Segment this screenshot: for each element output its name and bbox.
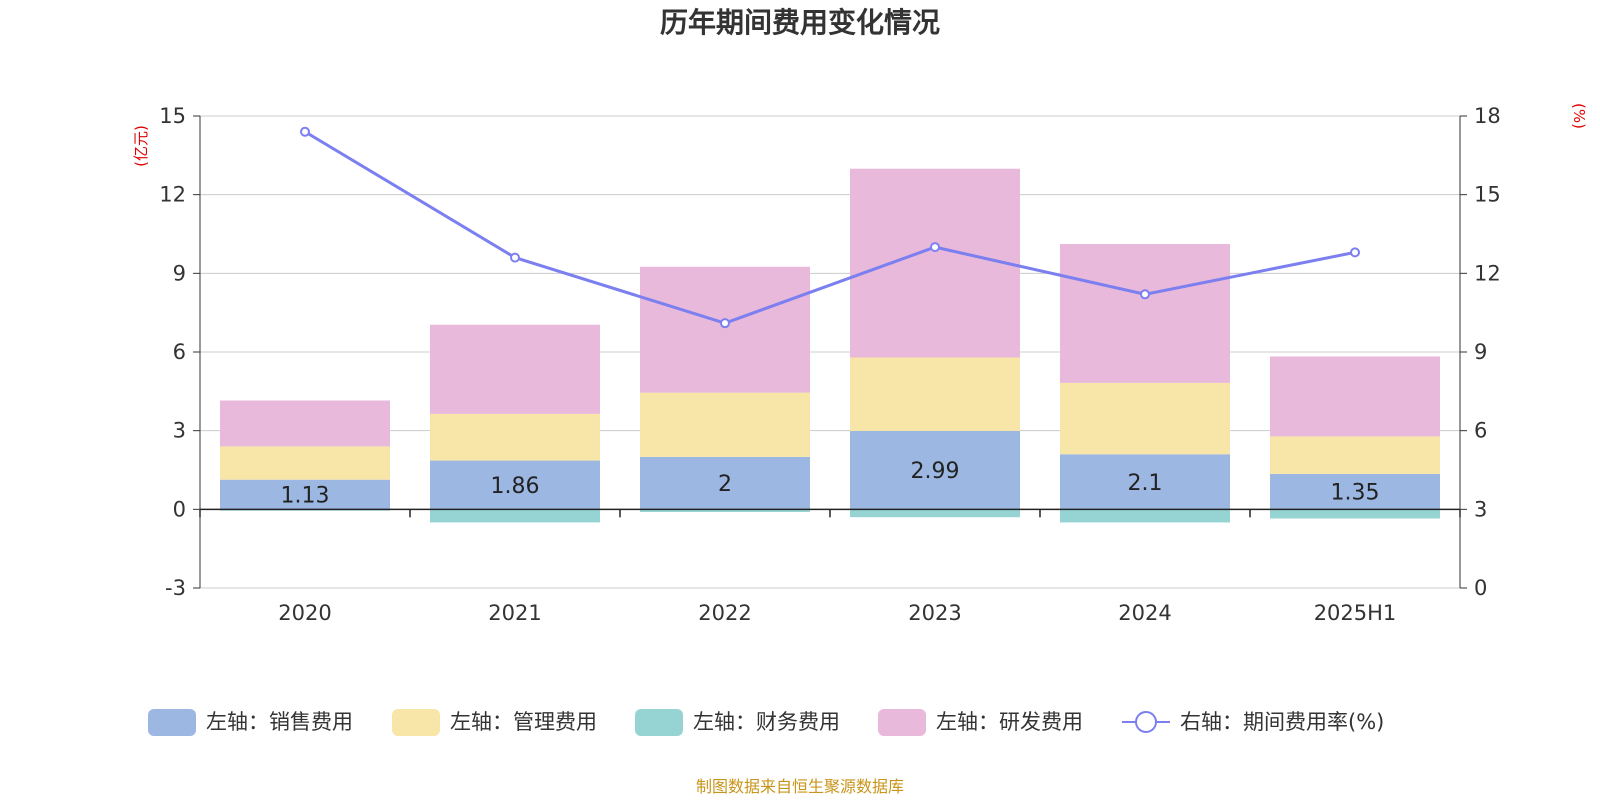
bar-segment [430,413,600,461]
bar-segment [430,509,600,523]
bar-segment [640,509,810,512]
data-labels: 1.13 1.86 2 2.99 2.1 1.35 [281,459,1380,508]
legend-marker [1135,711,1157,733]
bar-segment [220,400,390,447]
rate-point [1350,247,1360,258]
bar-segment [430,460,600,510]
rate-point [930,242,940,253]
bar-segment [1060,382,1230,455]
bar-segment [430,324,600,414]
x-tick-label: 2025H1 [1314,601,1397,625]
right-axis-unit: (%) [1570,103,1588,129]
legend-label: 左轴：研发费用 [936,710,1083,734]
right-tick-label: 6 [1474,419,1487,443]
rate-point [720,318,730,329]
bar-series [220,168,1440,523]
rate-line [304,130,1356,325]
legend-swatch [878,709,926,736]
left-axis-unit: (亿元) [132,125,150,167]
rate-point [510,252,520,263]
bar-value-label: 2.1 [1128,471,1163,496]
bar-segment [640,266,810,393]
axes: -3 0 3 6 9 12 15 0 3 6 9 12 15 18 2020 2021 2022 2023 2024… [159,104,1500,625]
legend-label: 左轴：销售费用 [206,710,353,734]
bar-segment [1270,356,1440,437]
rate-point [1140,289,1150,300]
legend-swatch [392,709,440,736]
legend-label: 右轴：期间费用率(%) [1180,710,1384,734]
bar-value-label: 2 [718,472,732,497]
bar-value-label: 2.99 [911,459,960,484]
bar-segment [220,446,390,480]
left-tick-label: 0 [173,497,186,521]
bar-segment [1270,473,1440,510]
source-note: 制图数据来自恒生聚源数据库 [696,777,904,796]
chart-title: 历年期间费用变化情况 [660,6,940,39]
bar-segment [850,357,1020,431]
legend-swatch [148,709,196,736]
legend-label: 左轴：财务费用 [693,710,840,734]
rate-point [300,126,310,137]
right-tick-label: 12 [1474,261,1501,285]
right-tick-label: 0 [1474,576,1487,600]
left-tick-label: 12 [159,183,186,207]
bar-segment [1060,454,1230,510]
right-tick-label: 3 [1474,497,1487,521]
bar-segment [850,430,1020,510]
left-tick-label: 9 [173,261,186,285]
right-tick-label: 15 [1474,183,1501,207]
bar-segment [220,479,390,510]
bar-segment [850,509,1020,518]
bar-segment [1060,509,1230,523]
x-tick-label: 2021 [488,601,541,625]
left-tick-label: -3 [165,576,186,600]
x-tick-label: 2022 [698,601,751,625]
bar-segment [1270,436,1440,474]
right-tick-label: 9 [1474,340,1487,364]
bar-segment [850,168,1020,358]
x-tick-label: 2020 [278,601,331,625]
legend-label: 左轴：管理费用 [450,710,597,734]
bar-segment [1270,509,1440,519]
legend: 左轴：销售费用 左轴：管理费用 左轴：财务费用 左轴：研发费用 右轴：期间费用率(%) [148,709,1384,736]
left-tick-label: 6 [173,340,186,364]
legend-swatch [635,709,683,736]
x-tick-label: 2023 [908,601,961,625]
x-tick-label: 2024 [1118,601,1171,625]
line-series [300,126,1360,329]
bar-segment [640,392,810,457]
bar-segment [1060,243,1230,383]
bar-value-label: 1.13 [281,484,330,509]
bar-value-label: 1.86 [491,474,540,499]
left-tick-label: 3 [173,419,186,443]
bar-segment [640,456,810,510]
right-tick-label: 18 [1474,104,1501,128]
left-tick-label: 15 [159,104,186,128]
bar-value-label: 1.35 [1331,481,1380,506]
